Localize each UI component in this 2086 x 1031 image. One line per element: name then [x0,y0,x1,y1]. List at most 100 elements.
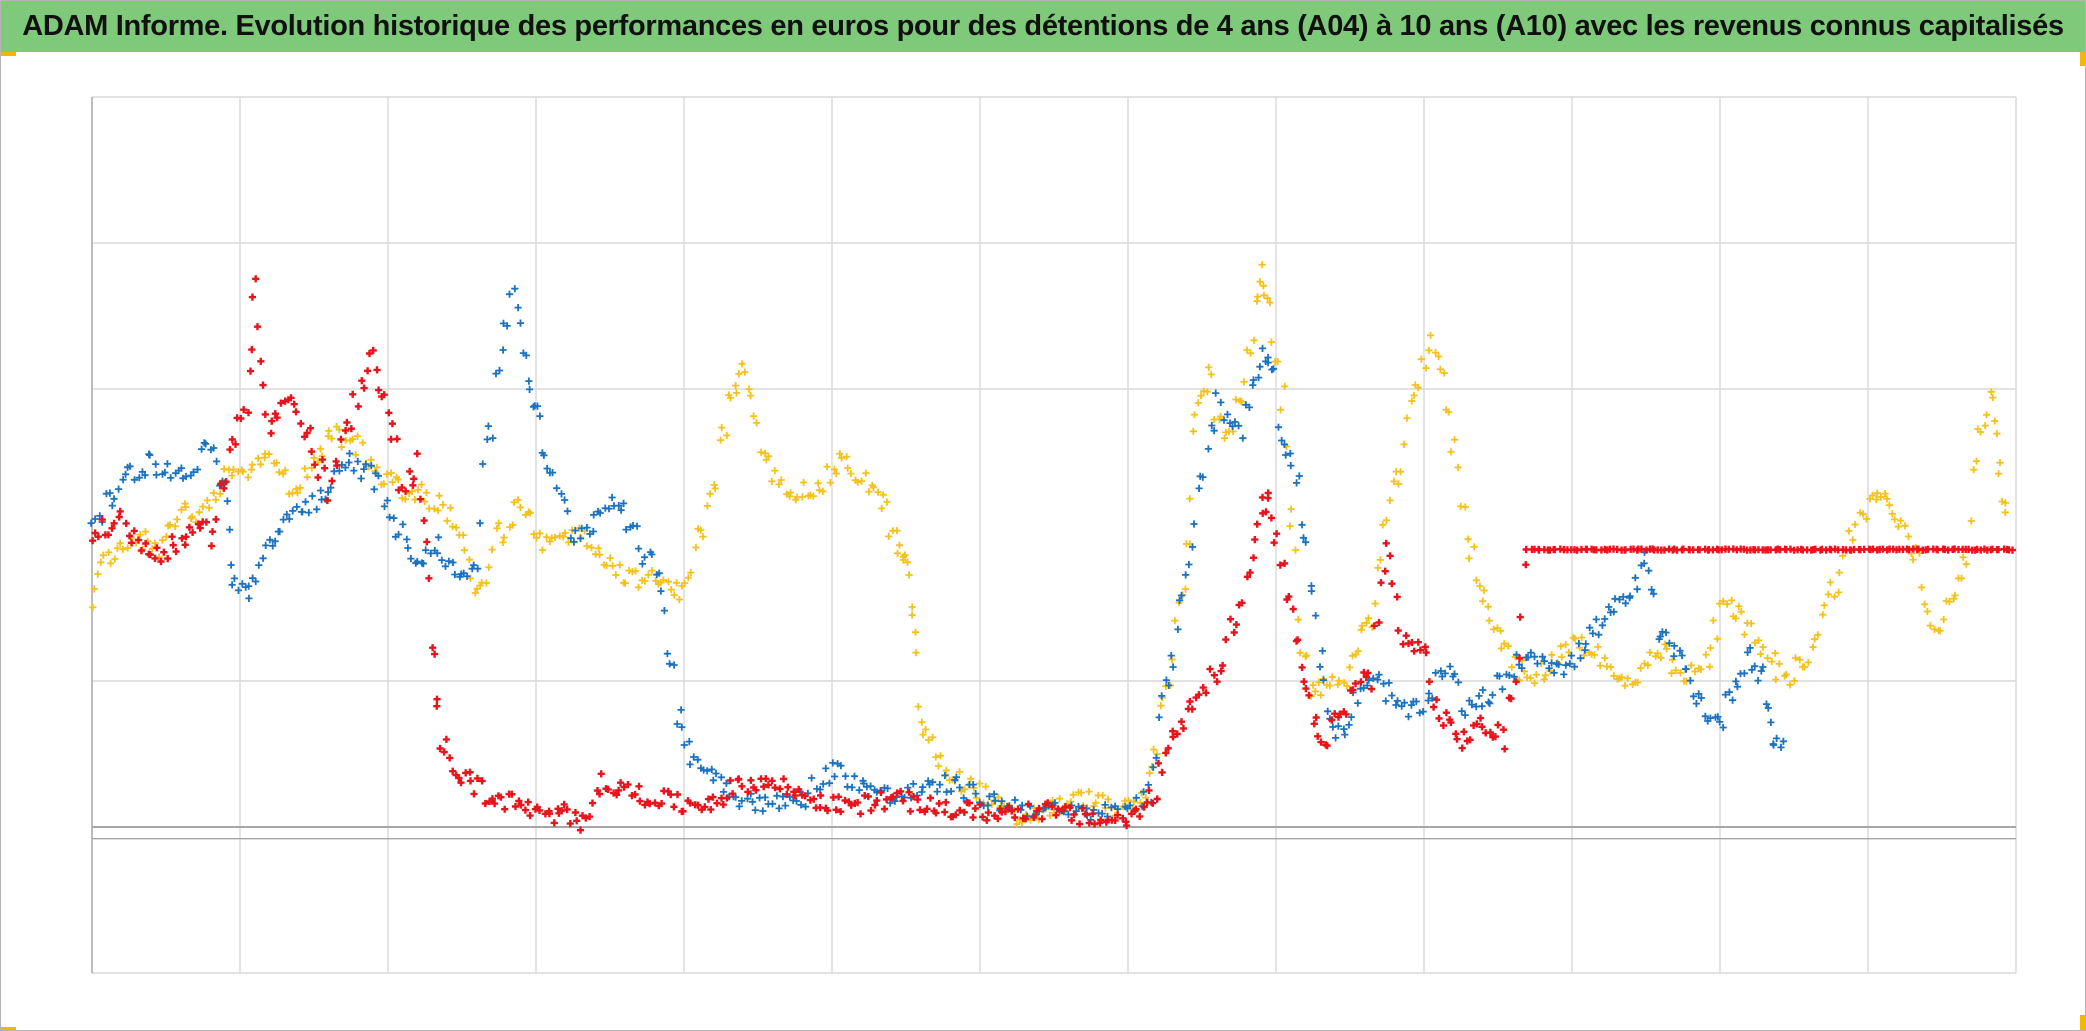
data-point [956,806,964,814]
data-point [869,483,878,491]
data-point [505,290,514,298]
data-point [1562,661,1570,669]
data-point [253,323,262,331]
data-point [495,519,503,527]
data-point [1281,382,1289,390]
data-point [1454,678,1462,686]
data-point [99,551,107,559]
data-point [597,770,605,778]
data-point [686,799,694,807]
data-point [110,495,118,503]
data-point [837,808,845,816]
data-point [1004,803,1012,811]
data-point [501,805,509,813]
data-point [1210,427,1218,435]
corner-accent-bottom-right [2080,1015,2086,1031]
data-point [1247,349,1255,357]
data-point [202,440,210,448]
data-point [1296,649,1304,657]
data-point [318,456,327,464]
data-point [667,586,675,594]
data-point [1364,669,1372,677]
data-point [350,467,358,475]
data-point [94,533,102,541]
data-point [1885,501,1893,509]
data-point [1282,451,1290,459]
data-point [271,410,279,418]
data-point [923,805,931,813]
data-point [1264,359,1272,367]
data-point [276,527,284,536]
data-point [1181,585,1190,593]
data-point [1382,539,1390,547]
data-point [838,454,846,462]
data-point [413,450,421,458]
data-point [445,557,453,565]
data-point [1926,622,1934,630]
data-point [252,577,260,586]
data-point [1883,495,1891,503]
data-point [521,806,529,814]
data-point [919,731,927,739]
data-point [1811,635,1819,643]
data-point [1716,718,1724,726]
data-point [729,790,737,798]
data-point [137,547,145,555]
data-point [248,346,256,354]
data-point [583,542,591,550]
data-point [1054,805,1062,813]
data-point [1097,816,1105,824]
data-point [423,538,431,546]
data-point [1243,573,1251,581]
data-point [1332,734,1340,742]
data-point [1376,556,1384,564]
data-point [1453,735,1461,743]
data-point [1162,676,1170,684]
data-point [1735,602,1743,610]
data-point [535,806,544,814]
data-point [1759,643,1767,651]
series-yellow [89,261,2009,828]
data-point [369,346,377,354]
data-point [216,490,224,498]
data-point [634,583,643,591]
data-point [933,788,941,796]
data-point [1104,795,1112,803]
data-point [1388,580,1396,588]
data-point [1169,663,1177,671]
data-point [1022,815,1030,823]
data-point [1676,647,1684,655]
data-point [1723,600,1731,608]
data-point [1435,714,1443,722]
data-point [1287,462,1295,470]
data-point [1755,636,1763,644]
data-point [1479,686,1487,694]
data-point [932,753,940,761]
data-point [1277,406,1285,414]
data-point [1888,510,1896,518]
data-point [1345,721,1353,729]
data-point [231,440,240,448]
data-point [1334,681,1342,689]
data-point [303,429,311,437]
data-point [516,503,524,511]
data-point [1432,349,1440,357]
data-point [157,557,165,566]
data-point [1733,683,1741,691]
data-point [880,805,889,813]
data-point [1820,601,1828,609]
chart-title-bar: ADAM Informe. Evolution historique des p… [0,0,2086,52]
data-point [227,561,235,569]
data-point [1644,661,1652,669]
data-point [596,509,604,517]
data-point [261,410,269,418]
data-point [343,418,351,427]
data-point [703,502,711,510]
data-point [982,783,990,791]
data-point [1264,489,1272,497]
data-point [901,551,909,559]
data-point [836,450,844,458]
data-point [409,481,417,489]
data-point [1314,732,1322,740]
data-point [91,515,99,523]
